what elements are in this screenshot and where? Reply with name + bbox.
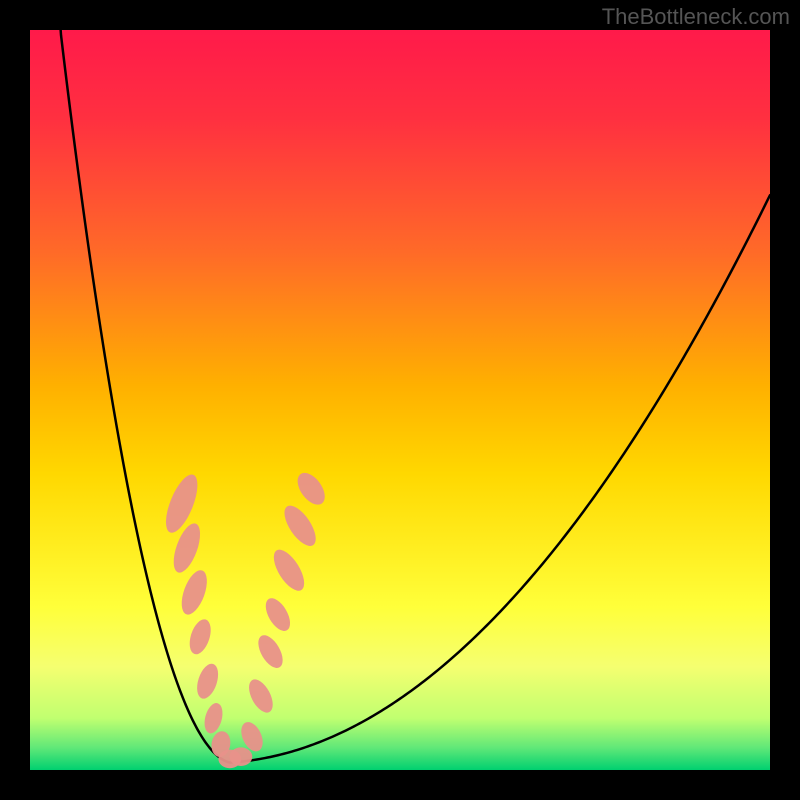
data-marker xyxy=(230,747,253,766)
watermark-text: TheBottleneck.com xyxy=(602,4,790,30)
bottleneck-chart xyxy=(0,0,800,800)
